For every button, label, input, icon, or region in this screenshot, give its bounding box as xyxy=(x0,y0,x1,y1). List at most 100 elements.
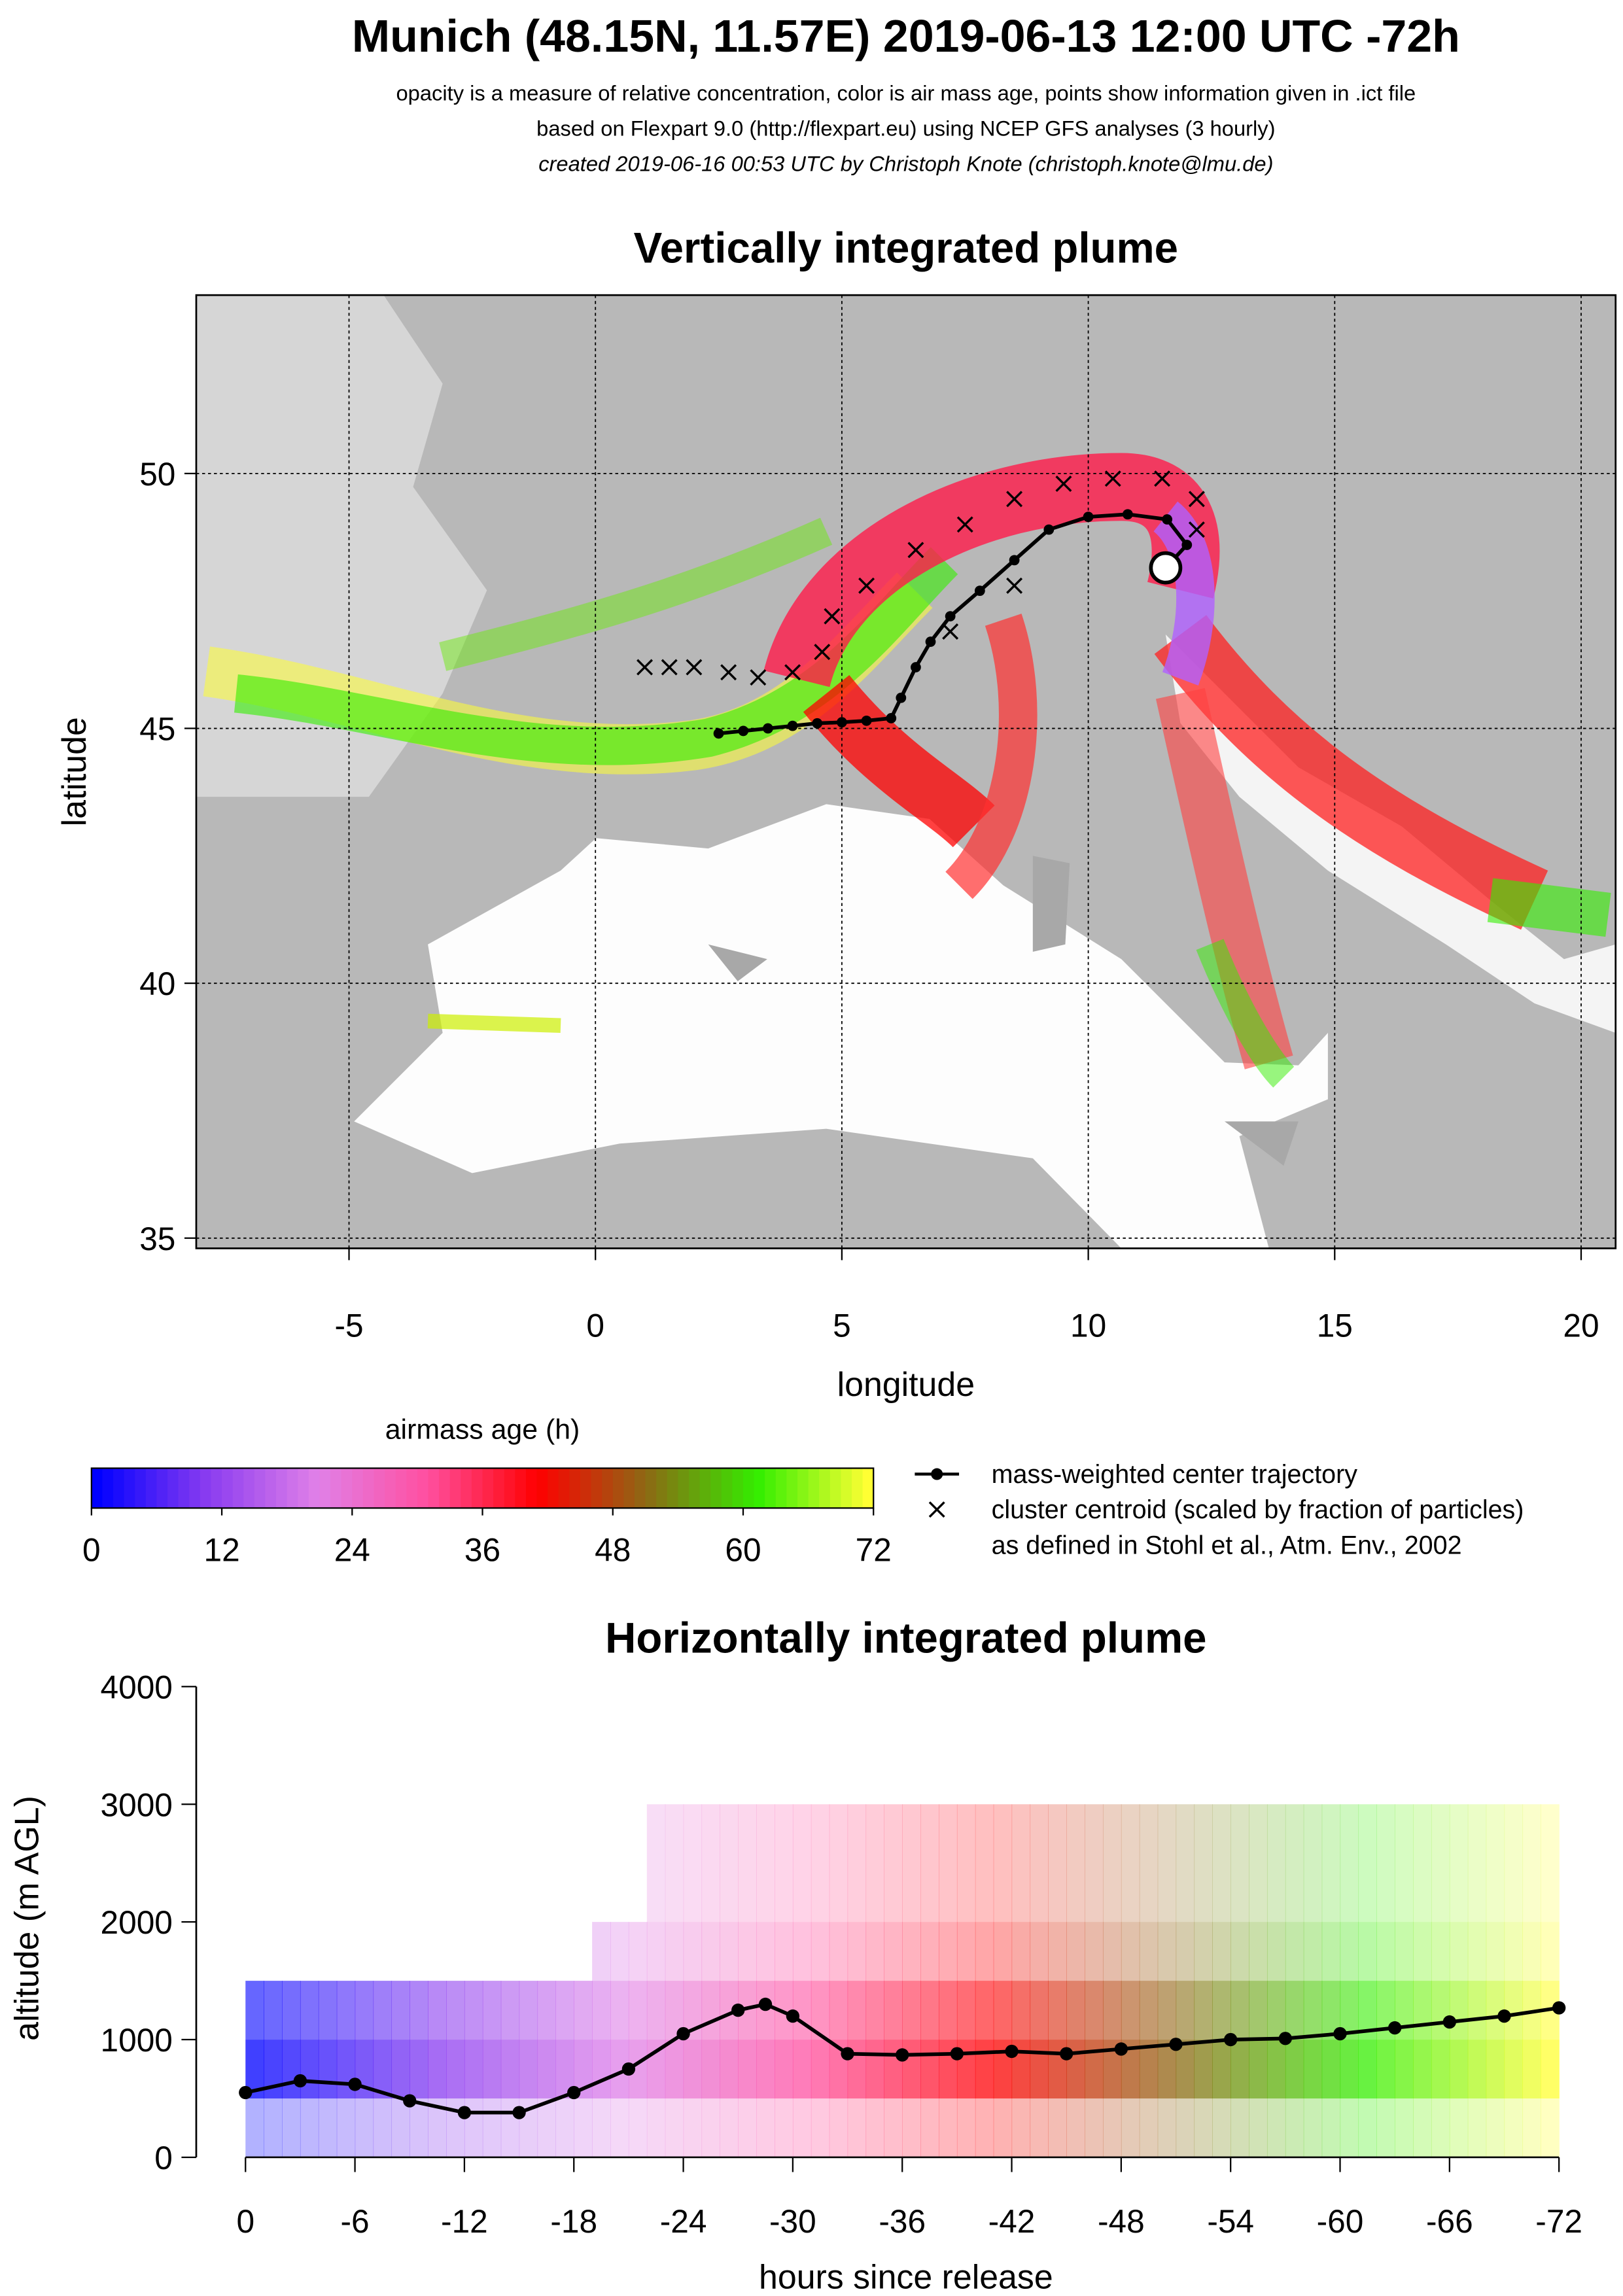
trajectory-point xyxy=(1009,555,1020,566)
plume-cell xyxy=(1285,2040,1304,2099)
colorbar-cell xyxy=(515,1468,527,1508)
plume-cell xyxy=(701,2098,721,2157)
plume-cell xyxy=(756,1922,775,1981)
plume-cell xyxy=(774,2098,794,2157)
x-tick-label: 20 xyxy=(1563,1308,1599,1344)
colorbar-cell xyxy=(786,1468,798,1508)
plume-cell xyxy=(1266,1804,1286,1922)
plume-cell xyxy=(464,2040,483,2099)
plume-cell xyxy=(464,1981,483,2040)
plume-cell xyxy=(245,1981,264,2040)
plume-cell xyxy=(701,1981,721,2040)
plume-cell xyxy=(1321,1922,1341,1981)
colorbar-cell xyxy=(841,1468,852,1508)
y-tick-label: 40 xyxy=(139,965,175,1002)
plume-cell xyxy=(1212,1922,1231,1981)
plume-cell xyxy=(1011,2098,1031,2157)
plume-cell xyxy=(1176,1804,1195,1922)
plume-cell xyxy=(410,2040,428,2099)
plume-cell xyxy=(829,1981,848,2040)
plume-cell xyxy=(1449,1922,1469,1981)
colorbar-cell xyxy=(113,1468,125,1508)
colorbar-cell xyxy=(862,1468,874,1508)
colorbar-cell xyxy=(211,1468,222,1508)
plume-cell xyxy=(1157,1804,1177,1922)
plume-cell xyxy=(1522,1922,1541,1981)
cluster-centroid xyxy=(686,659,703,676)
x-tick-label: 0 xyxy=(236,2203,254,2240)
plume-cell xyxy=(1504,1922,1524,1981)
center-altitude-line xyxy=(245,2002,1560,2115)
plume-cell xyxy=(1541,1804,1560,1922)
colorbar-tick-label: 12 xyxy=(203,1532,239,1569)
colorbar-cell xyxy=(352,1468,364,1508)
x-tick-label: -36 xyxy=(879,2203,926,2240)
plume-cell xyxy=(537,2098,557,2157)
plume-cell xyxy=(1085,1981,1104,2040)
colorbar-tick-label: 48 xyxy=(595,1532,631,1569)
cluster-centroid xyxy=(1188,491,1205,508)
colorbar-tick-label: 72 xyxy=(856,1532,892,1569)
cluster-centroid xyxy=(784,664,801,681)
plume-cell xyxy=(738,2040,757,2099)
trajectory-point xyxy=(925,636,936,647)
plume-cell xyxy=(1431,2040,1450,2099)
plume-cell xyxy=(610,1981,629,2040)
plume-cell xyxy=(300,1981,319,2040)
plume-cell xyxy=(1303,2040,1323,2099)
colorbar-cell xyxy=(287,1468,298,1508)
plume-cell xyxy=(318,2040,338,2099)
plume-cell xyxy=(1413,1981,1432,2040)
plume-cell xyxy=(993,1804,1013,1922)
plume-cell xyxy=(1212,1981,1231,2040)
plume-cell xyxy=(1102,1981,1122,2040)
plume-cell xyxy=(993,1981,1013,2040)
plume-cell xyxy=(391,2098,410,2157)
x-tick-label: 0 xyxy=(586,1308,604,1344)
plume-cell xyxy=(1321,2098,1341,2157)
x-tick-label: -30 xyxy=(769,2203,816,2240)
plume-cell xyxy=(410,1981,428,2040)
plume-cell xyxy=(1102,2098,1122,2157)
plume-cell xyxy=(1249,2098,1268,2157)
plume-cell xyxy=(1139,2040,1159,2099)
y-tick-label: 45 xyxy=(139,711,175,748)
plume-cell xyxy=(1011,1922,1031,1981)
colorbar-cell xyxy=(156,1468,168,1508)
plume-cell xyxy=(555,1981,574,2040)
x-tick-label: -42 xyxy=(988,2203,1036,2240)
plume-cell xyxy=(1449,1804,1469,1922)
center-altitude-point xyxy=(1060,2047,1073,2061)
colorbar-cell xyxy=(612,1468,625,1508)
plume-cell xyxy=(1285,1981,1304,2040)
colorbar-title: airmass age (h) xyxy=(385,1414,580,1445)
plume-cell xyxy=(264,1981,283,2040)
plume-cell xyxy=(1522,2040,1541,2099)
y-tick-label: 50 xyxy=(139,456,175,493)
cluster-centroid xyxy=(956,516,973,533)
plume-cell xyxy=(902,2040,921,2099)
plume-cell xyxy=(720,2098,739,2157)
colorbar-cell xyxy=(678,1468,689,1508)
plume-cell xyxy=(902,1804,921,1922)
center-altitude-point xyxy=(1278,2032,1292,2045)
plume-cell xyxy=(410,2098,428,2157)
plume-cell xyxy=(1413,1804,1432,1922)
plume-cell xyxy=(938,1922,958,1981)
plume-cell xyxy=(738,1922,757,1981)
plume-cell xyxy=(665,2098,684,2157)
plume-cell xyxy=(264,2098,283,2157)
colorbar-cell xyxy=(124,1468,135,1508)
plume-cell xyxy=(756,1804,775,1922)
plume-cell xyxy=(792,1804,812,1922)
plume-cell xyxy=(738,1804,757,1922)
trajectory-point xyxy=(886,713,897,723)
plume-cell xyxy=(792,1981,812,2040)
plume-cell xyxy=(665,1922,684,1981)
y-tick-label: 35 xyxy=(139,1221,175,1257)
plume-cell xyxy=(975,1981,994,2040)
plume-cell xyxy=(884,1804,903,1922)
plume-cell xyxy=(1212,2040,1231,2099)
center-altitude-point xyxy=(1224,2032,1238,2047)
plume-cell xyxy=(1157,2098,1177,2157)
